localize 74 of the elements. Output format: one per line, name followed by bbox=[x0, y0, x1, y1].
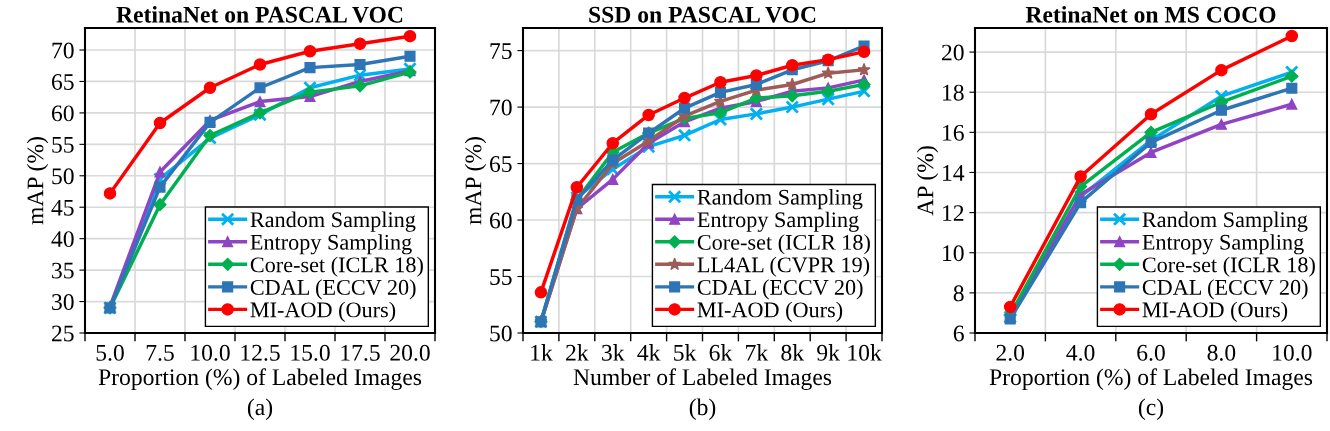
legend-label: LL4AL (CVPR 19) bbox=[697, 256, 870, 277]
x-axis-title: Proportion (%) of Labeled Images bbox=[989, 368, 1313, 391]
x-tick-label: 6.0 bbox=[1137, 344, 1165, 361]
x-tick-label: 4k bbox=[637, 344, 661, 361]
y-tick-label: 30 bbox=[52, 294, 74, 310]
y-tick-label: 40 bbox=[51, 231, 74, 248]
x-axis-title: Proportion (%) of Labeled Images bbox=[98, 368, 422, 391]
legend-label: Core-set (ICLR 18) bbox=[697, 234, 870, 255]
x-tick-label: 2.0 bbox=[996, 344, 1025, 361]
y-tick-label: 70 bbox=[490, 99, 512, 116]
x-tick-label: 7k bbox=[746, 344, 769, 361]
y-tick-label: 45 bbox=[51, 199, 74, 216]
x-tick-label: 6k bbox=[709, 344, 733, 361]
x-tick-label: 10k bbox=[848, 344, 882, 361]
x-tick-label: 10.0 bbox=[191, 344, 230, 361]
y-tick-label: 8 bbox=[953, 285, 964, 302]
y-tick-label: 65 bbox=[51, 74, 74, 90]
x-tick-label: 17.5 bbox=[341, 344, 380, 361]
legend-label: Random Sampling bbox=[1142, 211, 1308, 232]
y-tick-label: 14 bbox=[943, 165, 965, 181]
legend-label: CDAL (ECCV 20) bbox=[250, 279, 416, 300]
legend-label: Core-set (ICLR 18) bbox=[250, 256, 423, 277]
x-tick-label: 20.0 bbox=[390, 344, 430, 361]
x-tick-label: 9k bbox=[817, 344, 840, 361]
chart-title: SSD on PASCAL VOC bbox=[589, 6, 816, 23]
legend-label: MI-AOD (Ours) bbox=[1142, 301, 1288, 322]
x-axis-title: Number of Labeled Images bbox=[573, 368, 832, 391]
x-tick-label: 8k bbox=[781, 344, 805, 361]
x-tick-label: 7.5 bbox=[146, 345, 174, 361]
y-tick-label: 10 bbox=[943, 245, 964, 262]
legend-label: Random Sampling bbox=[250, 211, 416, 232]
y-tick-label: 35 bbox=[52, 262, 74, 279]
x-tick-label: 10.0 bbox=[1273, 344, 1312, 361]
x-tick-label: 5k bbox=[674, 344, 697, 361]
y-tick-label: 25 bbox=[52, 325, 74, 342]
x-tick-label: 12.5 bbox=[241, 344, 280, 361]
chart-title: RetinaNet on PASCAL VOC bbox=[116, 6, 403, 23]
y-tick-label: 16 bbox=[943, 124, 964, 141]
legend-label: Entropy Sampling bbox=[697, 211, 859, 232]
y-tick-label: 12 bbox=[943, 205, 964, 221]
x-tick-label: 4.0 bbox=[1066, 344, 1095, 361]
text: (c) bbox=[1138, 398, 1164, 420]
y-tick-label: 70 bbox=[52, 42, 74, 59]
legend-label: Entropy Sampling bbox=[250, 234, 412, 255]
y-axis-title: mAP (%) bbox=[26, 137, 49, 225]
x-tick-label: 3k bbox=[602, 344, 625, 361]
legend-label: MI-AOD (Ours) bbox=[697, 301, 843, 322]
legend-label: CDAL (ECCV 20) bbox=[697, 279, 863, 300]
x-tick-label: 5.0 bbox=[96, 344, 124, 361]
chart-title: RetinaNet on MS COCO bbox=[1025, 6, 1276, 23]
y-tick-label: 20 bbox=[942, 44, 964, 61]
y-tick-label: 65 bbox=[489, 156, 512, 172]
y-axis-title: mAP (%) bbox=[464, 137, 487, 225]
legend-label: CDAL (ECCV 20) bbox=[1142, 279, 1308, 300]
y-tick-label: 60 bbox=[51, 105, 74, 122]
text: (b) bbox=[689, 398, 716, 420]
y-tick-label: 6 bbox=[953, 325, 964, 342]
y-tick-label: 55 bbox=[490, 269, 512, 285]
y-tick-label: 55 bbox=[52, 137, 74, 153]
x-tick-label: 2k bbox=[566, 344, 589, 361]
y-tick-label: 50 bbox=[52, 168, 74, 185]
legend-label: Random Sampling bbox=[697, 189, 863, 210]
y-tick-label: 50 bbox=[490, 325, 512, 342]
y-tick-label: 75 bbox=[490, 43, 512, 60]
text: (a) bbox=[247, 398, 273, 420]
y-axis-title: AP (%) bbox=[916, 146, 939, 216]
legend-label: Core-set (ICLR 18) bbox=[1142, 256, 1315, 277]
x-tick-label: 1k bbox=[531, 344, 553, 361]
x-tick-label: 15.0 bbox=[291, 344, 330, 361]
x-tick-label: 8.0 bbox=[1207, 344, 1236, 361]
y-tick-label: 60 bbox=[489, 212, 512, 229]
legend-label: Entropy Sampling bbox=[1142, 234, 1304, 255]
legend-label: MI-AOD (Ours) bbox=[250, 301, 396, 322]
y-tick-label: 18 bbox=[943, 84, 964, 101]
